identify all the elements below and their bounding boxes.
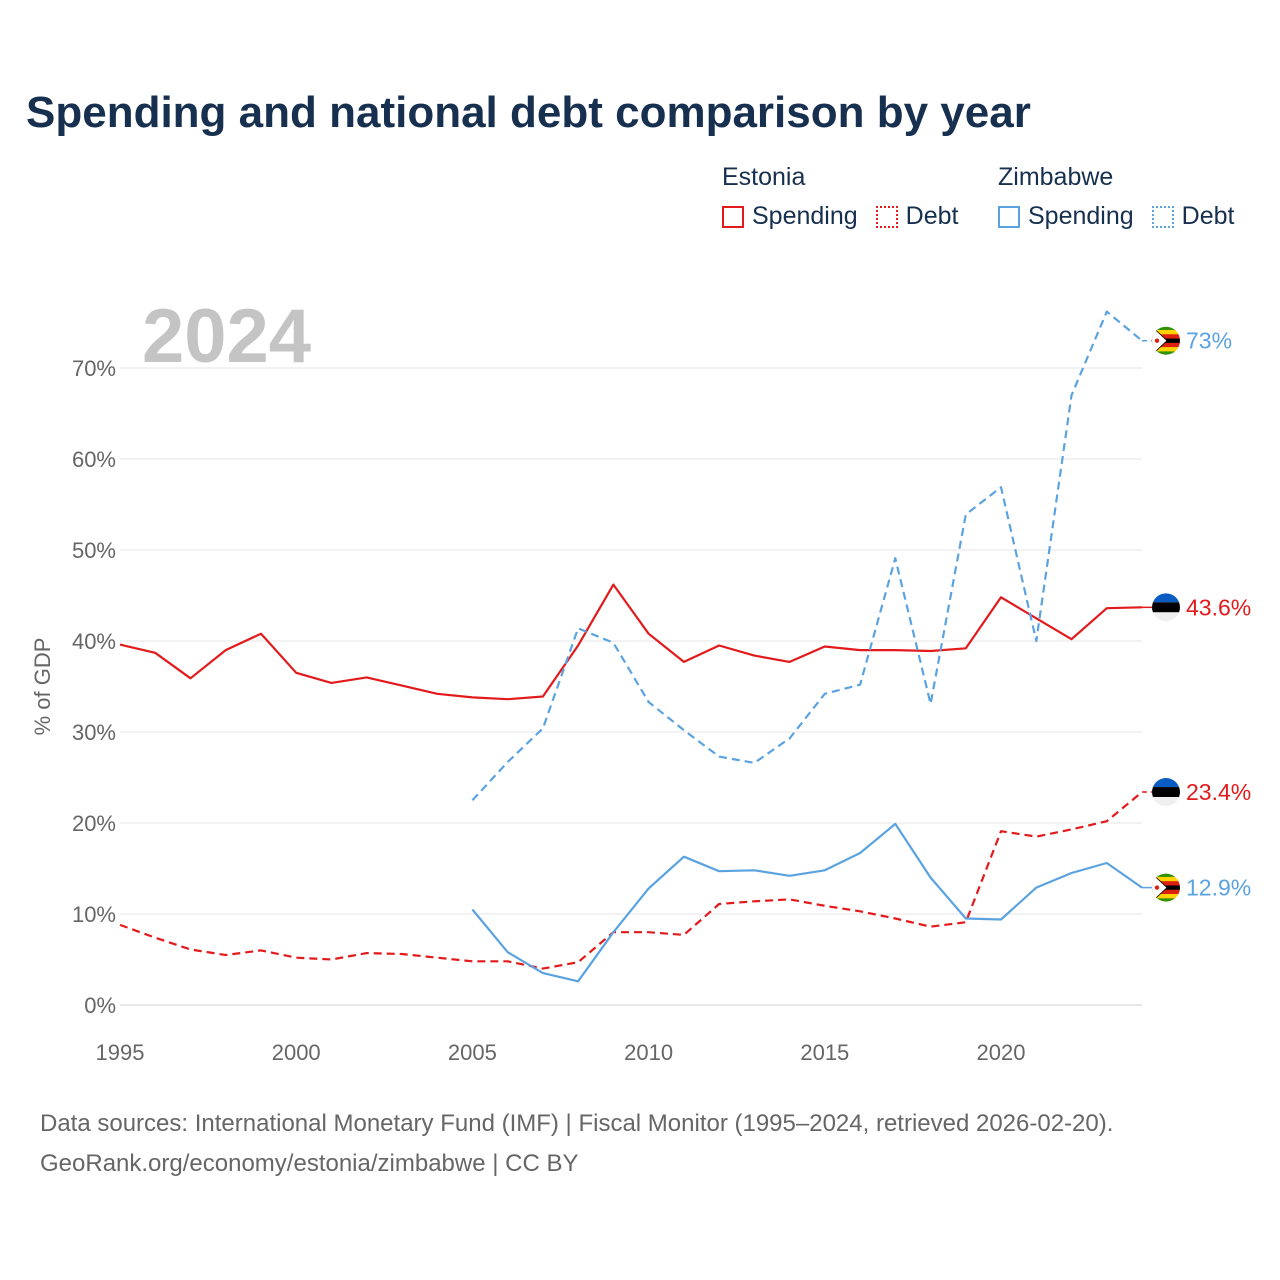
legend-swatch-zimbabwe-spending [998, 205, 1020, 228]
y-tick-label: 40% [72, 629, 116, 654]
y-tick-label: 60% [72, 447, 116, 472]
legend-label-zimbabwe-spending: Spending [1028, 202, 1134, 230]
estonia-flag [1152, 778, 1180, 807]
line-chart: 2024 0% 10% 20% 30% 40% 50% 60% 70% 1995 2000 2005… [30, 294, 1251, 1065]
end-label-zimbabwe-debt: 73% [1186, 328, 1232, 354]
legend-label-estonia-debt: Debt [905, 202, 959, 230]
legend-item-zimbabwe-debt[interactable]: Debt [1151, 202, 1235, 231]
series-line-estonia-spending [119, 583, 1143, 701]
footer: Data sources: International Monetary Fun… [40, 1104, 1113, 1184]
x-tick-label: 2010 [624, 1040, 673, 1065]
grid-lines [120, 367, 1142, 1006]
x-tick-label: 1995 [96, 1040, 145, 1065]
end-label-estonia-debt: 23.4% [1186, 779, 1251, 805]
zimbabwe-flag [1152, 326, 1180, 355]
legend-swatch-estonia-debt [875, 205, 898, 228]
zimbabwe-flag [1152, 873, 1180, 902]
series-line-estonia-debt [119, 791, 1143, 970]
legend-swatch-zimbabwe-debt [1151, 205, 1174, 228]
end-label-estonia-spending: 43.6% [1186, 594, 1251, 620]
series-line-zimbabwe-spending [471, 822, 1143, 983]
x-tick-label: 2020 [977, 1040, 1026, 1065]
y-axis-label: % of GDP [30, 638, 55, 736]
estonia-flag [1152, 593, 1180, 622]
series-line-zimbabwe-debt [471, 310, 1143, 802]
legend-item-estonia-spending[interactable]: Spending [722, 202, 858, 231]
y-tick-label: 20% [72, 811, 116, 836]
chart-title: Spending and national debt comparison by… [26, 88, 1031, 137]
x-tick-label: 2015 [800, 1040, 849, 1065]
legend-group-zimbabwe: Zimbabwe Spending Debt [998, 160, 1252, 231]
axes: 0% 10% 20% 30% 40% 50% 60% 70% 1995 2000 2005 2010 2… [30, 356, 1026, 1065]
y-tick-label: 50% [72, 538, 116, 563]
year-watermark: 2024 [142, 294, 311, 379]
legend-item-zimbabwe-spending[interactable]: Spending [998, 202, 1134, 231]
credit-link[interactable]: GeoRank.org/economy/estonia/zimbabwe | C… [40, 1150, 579, 1177]
legend-item-estonia-debt[interactable]: Debt [875, 202, 959, 231]
series-lines [119, 310, 1143, 983]
legend-group-estonia: Estonia Spending Debt [722, 160, 976, 231]
end-labels: 43.6% 23.4% 12.9% 73% [1142, 326, 1251, 902]
legend-country-estonia: Estonia [722, 163, 806, 191]
legend-label-zimbabwe-debt: Debt [1181, 202, 1235, 230]
legend-label-estonia-spending: Spending [752, 202, 858, 230]
y-tick-label: 0% [84, 993, 116, 1018]
legend-swatch-estonia-spending [722, 205, 744, 228]
y-tick-label: 30% [72, 720, 116, 745]
x-tick-label: 2000 [272, 1040, 321, 1065]
legend-country-zimbabwe: Zimbabwe [998, 163, 1114, 191]
y-tick-label: 70% [72, 356, 116, 381]
y-tick-label: 10% [72, 902, 116, 927]
data-sources: Data sources: International Monetary Fun… [40, 1110, 1114, 1137]
end-label-zimbabwe-spending: 12.9% [1186, 875, 1251, 901]
x-tick-label: 2005 [448, 1040, 497, 1065]
